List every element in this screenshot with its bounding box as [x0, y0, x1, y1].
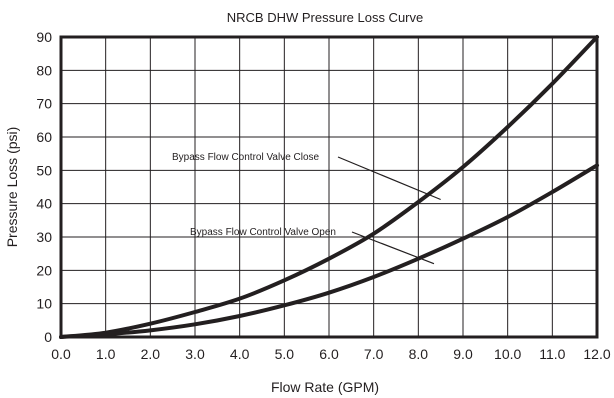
y-tick-label: 40: [36, 196, 52, 212]
series-line-1: [59, 163, 599, 339]
y-tick-label: 80: [36, 62, 52, 78]
annotation-label-1: Bypass Flow Control Valve Open: [190, 227, 336, 238]
axis-layer: 0.0 1.0 2.0 3.0 4.0 5.0 6.0 7.0 8.0 9.0 10.0 11.0 12…: [36, 29, 610, 362]
x-tick-label: 9.0: [453, 346, 473, 362]
plot-frame: [59, 35, 599, 339]
series-line-0: [59, 35, 599, 339]
x-tick-label: 8.0: [409, 346, 429, 362]
x-tick-label: 0.0: [51, 346, 71, 362]
y-tick-label: 90: [36, 29, 52, 45]
y-tick-label: 70: [36, 96, 52, 112]
y-axis-title: Pressure Loss (psi): [4, 127, 20, 248]
y-tick-label: 60: [36, 129, 52, 145]
x-tick-label: 10.0: [494, 346, 521, 362]
x-tick-label: 12.0: [583, 346, 610, 362]
y-tick-label: 30: [36, 229, 52, 245]
x-tick-label: 6.0: [319, 346, 339, 362]
x-axis-title: Flow Rate (GPM): [271, 379, 379, 395]
x-tick-label: 5.0: [275, 346, 295, 362]
y-tick-label: 50: [36, 162, 52, 178]
annotation-leader-0: [337, 156, 441, 201]
x-tick-label: 2.0: [141, 346, 161, 362]
x-tick-label: 7.0: [364, 346, 384, 362]
annotation-label-0: Bypass Flow Control Valve Close: [172, 152, 320, 163]
x-tick-label: 4.0: [230, 346, 250, 362]
y-tick-label: 0: [44, 329, 52, 345]
x-tick-label: 1.0: [96, 346, 116, 362]
series-layer: [59, 35, 599, 339]
x-tick-label: 3.0: [185, 346, 205, 362]
y-tick-label: 10: [36, 296, 52, 312]
annotation-layer: Bypass Flow Control Valve Close Bypass Fl…: [172, 152, 441, 265]
annotation-leader-1: [351, 231, 435, 265]
y-tick-label: 20: [36, 262, 52, 278]
x-tick-label: 11.0: [539, 346, 565, 362]
chart-title: NRCB DHW Pressure Loss Curve: [227, 10, 424, 25]
